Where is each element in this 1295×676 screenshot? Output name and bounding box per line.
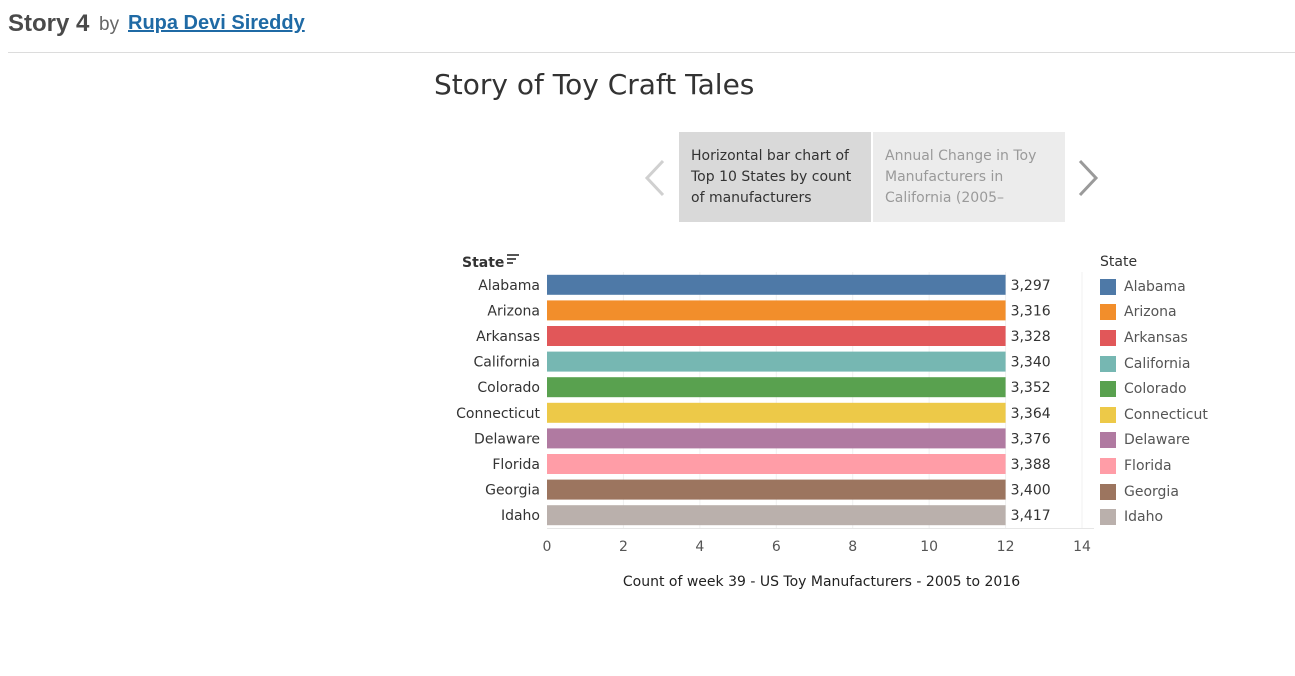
bar[interactable] xyxy=(547,326,1006,346)
category-label: Connecticut xyxy=(456,406,540,422)
data-label: 3,316 xyxy=(1011,303,1051,319)
story-header: Story 4 by Rupa Devi Sireddy xyxy=(8,0,1295,53)
legend-item[interactable]: Connecticut xyxy=(1100,402,1208,428)
bar[interactable] xyxy=(547,377,1006,398)
data-label: 3,364 xyxy=(1011,406,1051,422)
legend-label: Arizona xyxy=(1124,304,1177,321)
legend-label: Idaho xyxy=(1124,509,1164,526)
legend-title: State xyxy=(1100,254,1138,270)
x-tick-label: 4 xyxy=(695,539,704,555)
x-tick-label: 6 xyxy=(772,539,781,555)
legend-item[interactable]: Alabama xyxy=(1100,274,1208,300)
x-tick-label: 8 xyxy=(848,539,857,555)
chart-legend: State Alabama Arizona Arkansas California Co… xyxy=(1100,254,1208,530)
data-label: 3,328 xyxy=(1011,329,1051,345)
x-tick-label: 14 xyxy=(1073,539,1091,555)
legend-swatch xyxy=(1100,329,1116,346)
category-label: Alabama xyxy=(478,278,540,294)
legend-item[interactable]: California xyxy=(1100,351,1208,377)
legend-label: Colorado xyxy=(1124,381,1187,398)
legend-swatch xyxy=(1100,406,1116,423)
x-tick-label: 2 xyxy=(619,539,628,555)
bar[interactable] xyxy=(547,454,1006,474)
category-label: Arkansas xyxy=(476,329,540,345)
legend-label: Connecticut xyxy=(1124,406,1208,423)
story-point-2[interactable]: Annual Change in Toy Manufacturers in Ca… xyxy=(873,132,1065,222)
data-label: 3,340 xyxy=(1011,355,1051,371)
data-label: 3,417 xyxy=(1011,508,1051,524)
category-label: Idaho xyxy=(501,508,540,524)
category-label: Colorado xyxy=(477,380,540,396)
bar[interactable] xyxy=(547,402,1006,423)
bar[interactable] xyxy=(547,300,1006,321)
x-tick-label: 10 xyxy=(920,539,938,555)
bar[interactable] xyxy=(547,274,1006,295)
legend-label: Delaware xyxy=(1124,432,1190,449)
x-tick-label: 0 xyxy=(543,539,552,555)
legend-item[interactable]: Georgia xyxy=(1100,479,1208,505)
chevron-right-icon[interactable] xyxy=(1072,155,1102,201)
category-label: Arizona xyxy=(487,303,540,319)
legend-label: Florida xyxy=(1124,457,1172,474)
legend-swatch xyxy=(1100,509,1116,526)
legend-item[interactable]: Arizona xyxy=(1100,300,1208,326)
legend-swatch xyxy=(1100,278,1116,295)
x-tick-label: 12 xyxy=(997,539,1015,555)
bar[interactable] xyxy=(547,479,1006,500)
data-label: 3,376 xyxy=(1011,431,1051,447)
viz-title: Story of Toy Craft Tales xyxy=(434,68,755,101)
author-link[interactable]: Rupa Devi Sireddy xyxy=(128,12,305,34)
legend-item[interactable]: Florida xyxy=(1100,453,1208,479)
category-label: Georgia xyxy=(485,483,540,499)
by-text: by xyxy=(99,14,120,35)
legend-swatch xyxy=(1100,432,1116,449)
legend-label: Arkansas xyxy=(1124,329,1188,346)
legend-label: Georgia xyxy=(1124,483,1179,500)
data-label: 3,400 xyxy=(1011,483,1051,499)
bar[interactable] xyxy=(547,351,1006,372)
legend-swatch xyxy=(1100,355,1116,372)
category-label: Florida xyxy=(492,457,540,473)
data-label: 3,352 xyxy=(1011,380,1051,396)
data-label: 3,388 xyxy=(1011,457,1051,473)
legend-swatch xyxy=(1100,304,1116,321)
legend-swatch xyxy=(1100,483,1116,500)
legend-item[interactable]: Idaho xyxy=(1100,504,1208,530)
bar-chart: State Alabama 3,297 Arizona 3,316 Arkansas 3,3… xyxy=(456,254,1094,590)
legend-swatch xyxy=(1100,381,1116,398)
legend-swatch xyxy=(1100,457,1116,474)
category-label: California xyxy=(474,355,540,371)
bar[interactable] xyxy=(547,428,1006,449)
chevron-left-icon[interactable] xyxy=(641,155,671,201)
x-axis-title: Count of week 39 - US Toy Manufacturers … xyxy=(623,574,1020,590)
category-label: Delaware xyxy=(474,431,540,447)
sort-icon[interactable] xyxy=(507,254,519,264)
legend-label: California xyxy=(1124,355,1191,372)
story-title: Story 4 xyxy=(8,10,90,37)
story-point-1[interactable]: Horizontal bar chart of Top 10 States by… xyxy=(679,132,871,222)
legend-item[interactable]: Colorado xyxy=(1100,376,1208,402)
bar[interactable] xyxy=(547,505,1006,526)
data-label: 3,297 xyxy=(1011,278,1051,294)
legend-item[interactable]: Arkansas xyxy=(1100,325,1208,351)
legend-label: Alabama xyxy=(1124,278,1186,295)
row-header: State xyxy=(462,255,504,271)
legend-item[interactable]: Delaware xyxy=(1100,428,1208,454)
